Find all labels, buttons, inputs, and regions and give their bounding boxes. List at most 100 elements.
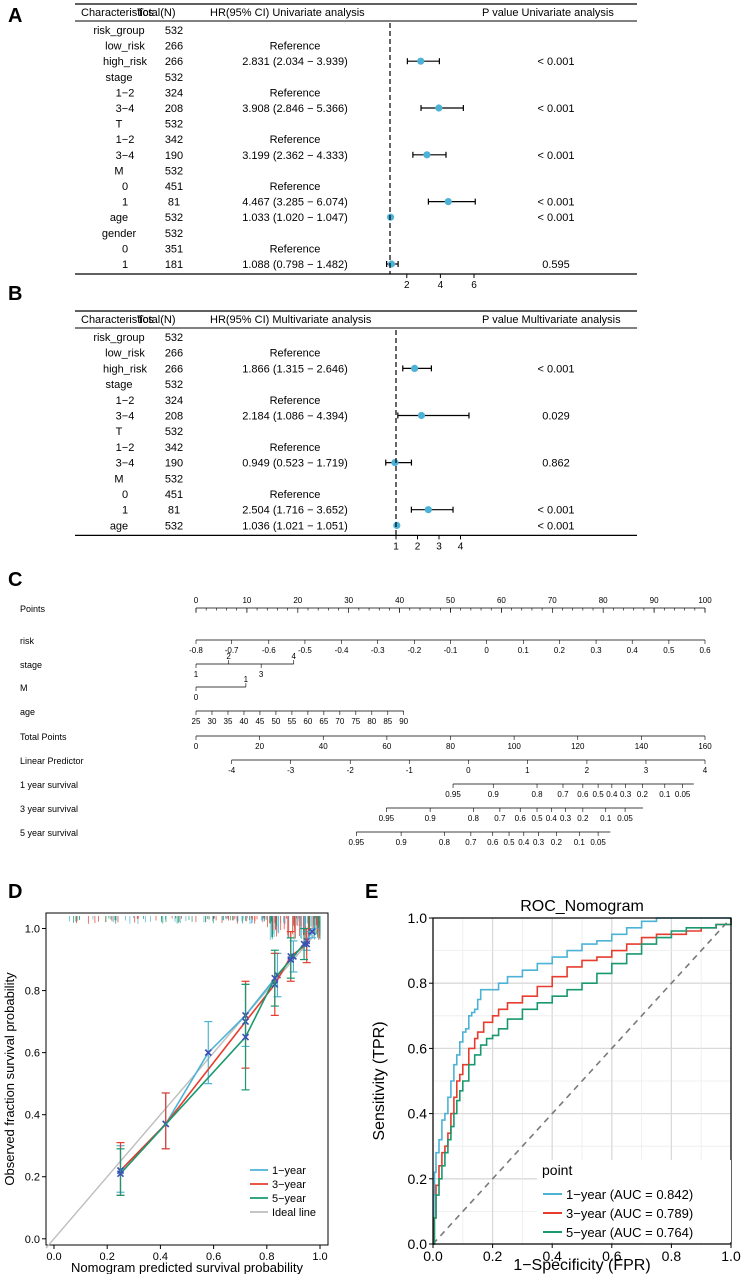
x-tick-label: 0.2 bbox=[483, 1248, 503, 1264]
hr-point bbox=[424, 506, 432, 514]
row-total: 532 bbox=[165, 379, 183, 391]
scale-tick-label: -0.6 bbox=[262, 646, 276, 655]
scale-tick-label: 2 bbox=[226, 652, 231, 661]
header-total: Total(N) bbox=[137, 7, 176, 19]
y-tick-label: 0.8 bbox=[408, 975, 428, 991]
scale-tick-label: 30 bbox=[208, 717, 217, 726]
scale-tick-label: -1 bbox=[406, 766, 414, 775]
row-total: 532 bbox=[165, 25, 183, 37]
panel-label-e: E bbox=[365, 881, 378, 903]
scale-tick-label: 40 bbox=[239, 717, 248, 726]
scale-label: M bbox=[20, 683, 28, 693]
scale-tick-label: 10 bbox=[242, 596, 251, 605]
scale-tick-label: 0.1 bbox=[574, 838, 586, 847]
row-hr-ci: 0.949 (0.523 − 1.719) bbox=[242, 458, 348, 470]
row-total: 208 bbox=[165, 411, 183, 423]
row-total: 342 bbox=[165, 442, 183, 454]
scale-tick-label: 4 bbox=[292, 652, 297, 661]
scale-tick-label: 0.95 bbox=[445, 790, 461, 799]
hr-point bbox=[435, 104, 443, 112]
scale-tick-label: 50 bbox=[446, 596, 455, 605]
row-hr-ci: 1.033 (1.020 − 1.047) bbox=[242, 212, 348, 224]
row-total: 532 bbox=[165, 520, 183, 532]
row-hr-ci: Reference bbox=[270, 395, 321, 407]
axis-tick-label: 4 bbox=[458, 541, 464, 552]
row-hr-ci: 2.831 (2.034 − 3.939) bbox=[242, 56, 348, 68]
scale-tick-label: 0.4 bbox=[627, 646, 639, 655]
scale-tick-label: 100 bbox=[507, 742, 521, 751]
row-hr-ci: 3.908 (2.846 − 5.366) bbox=[242, 103, 348, 115]
scale-tick-label: 0.6 bbox=[577, 790, 589, 799]
scale-tick-label: 70 bbox=[548, 596, 557, 605]
row-label: 1 bbox=[122, 259, 128, 271]
scale-tick-label: 0 bbox=[466, 766, 471, 775]
scale-label: Linear Predictor bbox=[20, 756, 84, 766]
scale-tick-label: 0 bbox=[194, 596, 199, 605]
row-label: age bbox=[110, 520, 128, 532]
scale-tick-label: 30 bbox=[344, 596, 353, 605]
scale-tick-label: 0.5 bbox=[663, 646, 675, 655]
row-hr-ci: Reference bbox=[270, 442, 321, 454]
scale-tick-label: 70 bbox=[335, 717, 344, 726]
y-tick-label: 0.2 bbox=[25, 1172, 40, 1184]
header-characteristics: Characteristics bbox=[81, 7, 154, 19]
x-tick-label: 1.0 bbox=[312, 1251, 327, 1263]
scale-tick-label: 0.6 bbox=[515, 814, 527, 823]
chance-line bbox=[432, 917, 732, 1245]
x-tick-label: 0.4 bbox=[153, 1251, 168, 1263]
scale-tick-label: 0 bbox=[194, 742, 199, 751]
row-total: 532 bbox=[165, 165, 183, 177]
scale-tick-label: -0.3 bbox=[371, 646, 385, 655]
scale-tick-label: -0.4 bbox=[335, 646, 349, 655]
scale-tick-label: 0.5 bbox=[503, 838, 515, 847]
row-p-value: 0.595 bbox=[542, 259, 570, 271]
row-label: 0 bbox=[122, 489, 128, 501]
scale-tick-label: 60 bbox=[303, 717, 312, 726]
row-hr-ci: 1.036 (1.021 − 1.051) bbox=[242, 520, 348, 532]
x-axis-label: 1−Specificity (FPR) bbox=[513, 1257, 650, 1274]
row-hr-ci: 2.184 (1.086 − 4.394) bbox=[242, 411, 348, 423]
scale-tick-label: 1 bbox=[244, 675, 249, 684]
scale-tick-label: 80 bbox=[599, 596, 608, 605]
row-p-value: < 0.001 bbox=[537, 520, 574, 532]
scale-tick-label: 0.8 bbox=[439, 838, 451, 847]
y-tick-label: 1.0 bbox=[25, 924, 40, 936]
scale-tick-label: 80 bbox=[367, 717, 376, 726]
scale-tick-label: 0.3 bbox=[591, 646, 603, 655]
legend-label: 3−year (AUC = 0.789) bbox=[566, 1206, 693, 1221]
x-tick-label: 0.6 bbox=[602, 1248, 622, 1264]
legend-background bbox=[537, 1160, 731, 1242]
y-tick-label: 0.8 bbox=[25, 986, 40, 998]
scale-tick-label: 4 bbox=[703, 766, 708, 775]
scale-tick-label: 0.05 bbox=[617, 814, 633, 823]
scale-tick-label: 0 bbox=[484, 646, 489, 655]
row-hr-ci: 3.199 (2.362 − 4.333) bbox=[242, 150, 348, 162]
row-label: 1 bbox=[122, 197, 128, 209]
scale-tick-label: 0.7 bbox=[557, 790, 569, 799]
x-tick-label: 1.0 bbox=[721, 1248, 741, 1264]
x-axis-label: Nomogram predicted survival probability bbox=[71, 1260, 303, 1274]
row-total: 532 bbox=[165, 119, 183, 131]
scale-tick-label: 0 bbox=[194, 693, 199, 702]
row-label: T bbox=[116, 426, 123, 438]
row-total: 532 bbox=[165, 426, 183, 438]
y-tick-label: 0.6 bbox=[25, 1048, 40, 1060]
scale-tick-label: -0.8 bbox=[189, 646, 203, 655]
row-label: 0 bbox=[122, 243, 128, 255]
panel-label-a: A bbox=[8, 5, 22, 27]
calibration-point bbox=[241, 1033, 250, 1041]
scale-tick-label: 25 bbox=[192, 717, 201, 726]
header-hr: HR(95% CI) Multivariate analysis bbox=[210, 314, 372, 326]
row-p-value: < 0.001 bbox=[537, 197, 574, 209]
header-characteristics: Characteristics bbox=[81, 314, 154, 326]
scale-tick-label: 0.3 bbox=[620, 790, 632, 799]
x-tick-label: 0.2 bbox=[100, 1251, 115, 1263]
row-hr-ci: Reference bbox=[270, 348, 321, 360]
row-total: 181 bbox=[165, 259, 183, 271]
scale-tick-label: -0.2 bbox=[407, 646, 421, 655]
scale-tick-label: 0.3 bbox=[533, 838, 545, 847]
scale-tick-label: 0.9 bbox=[396, 838, 408, 847]
scale-tick-label: 75 bbox=[351, 717, 360, 726]
